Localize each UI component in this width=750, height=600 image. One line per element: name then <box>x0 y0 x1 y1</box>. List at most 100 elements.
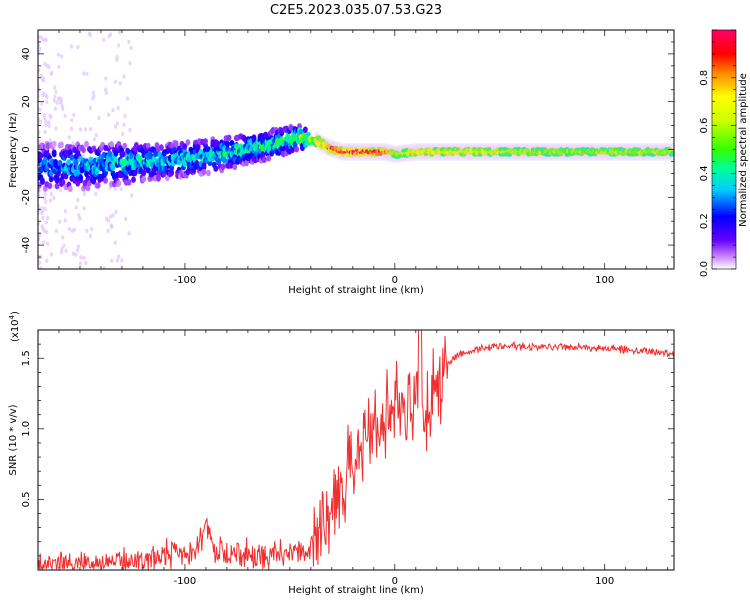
spectrogram-speckle <box>52 98 56 103</box>
spectrogram-cell <box>38 167 44 174</box>
spectrogram-speckle <box>88 105 92 111</box>
spectrogram-speckle <box>38 107 42 112</box>
spectrogram-speckle <box>42 228 46 234</box>
spectrogram-image <box>38 30 674 269</box>
spectrogram-cell <box>57 159 63 167</box>
spectrogram-y-tick-label: -20 <box>21 189 32 205</box>
spectrogram-speckle <box>79 255 83 260</box>
spectrogram-speckle <box>49 192 53 197</box>
spectrogram-speckle <box>122 74 126 79</box>
spectrogram-speckle <box>104 76 108 81</box>
spectrogram-speckle <box>108 214 112 219</box>
spectrogram-speckle <box>38 140 41 145</box>
spectrogram-cell <box>109 141 114 148</box>
spectrogram-y-tick-label: -40 <box>21 237 32 253</box>
spectrogram-speckle <box>88 233 92 239</box>
spectrogram-speckle <box>113 240 117 245</box>
spectrogram-speckle <box>116 106 120 111</box>
snr-frame <box>37 329 675 571</box>
spectrogram-speckle <box>40 224 44 229</box>
spectrogram-speckle <box>72 227 76 232</box>
spectrogram-speckle <box>61 106 65 112</box>
spectrogram-cell <box>169 169 175 176</box>
spectrogram-speckle <box>50 70 54 76</box>
spectrogram-speckle <box>71 141 75 146</box>
spectrogram-speckle <box>83 127 88 132</box>
spectrogram-y-tick-label: 40 <box>21 48 32 61</box>
spectrogram-cell <box>122 142 128 150</box>
spectrogram-speckle <box>42 113 47 118</box>
snr-y-tick-label: 1.0 <box>21 421 32 437</box>
spectrogram-cell <box>185 139 191 146</box>
colorbar-label: Normalized spectral amplitude <box>738 73 749 227</box>
spectrogram-speckle <box>44 220 49 225</box>
spectrogram-speckle <box>129 45 133 51</box>
spectrogram-speckle <box>94 191 98 196</box>
spectrogram-cell <box>107 150 113 158</box>
spectrogram-speckle <box>117 43 121 48</box>
spectrogram-speckle <box>40 101 44 106</box>
spectrogram-speckle <box>67 135 71 140</box>
spectrogram-speckle <box>53 94 57 100</box>
spectrogram-speckle <box>48 113 52 119</box>
spectrogram-speckle <box>124 216 128 222</box>
spectrogram-speckle <box>57 64 61 70</box>
spectrogram-speckle <box>44 122 48 127</box>
spectrogram-speckle <box>91 96 95 101</box>
spectrogram-speckle <box>49 252 54 257</box>
spectrogram-cell <box>306 132 311 137</box>
spectrogram-speckle <box>75 248 80 253</box>
spectrogram-halo <box>670 142 674 161</box>
spectrogram-speckle <box>127 231 131 236</box>
spectrogram-cell <box>141 169 147 177</box>
spectrogram-speckle <box>60 54 64 59</box>
spectrogram-cell <box>81 146 86 153</box>
spectrogram-y-tick-label: 20 <box>21 95 32 108</box>
spectrogram-speckle <box>84 260 88 266</box>
spectrogram-speckle <box>39 35 43 40</box>
spectrogram-cell <box>59 141 64 148</box>
spectrogram-speckle <box>52 184 56 189</box>
spectrogram-speckle <box>82 255 86 261</box>
spectrogram-cell <box>294 146 299 153</box>
spectrogram-speckle <box>110 258 114 263</box>
spectrogram-cell <box>226 134 232 141</box>
spectrogram-speckle <box>45 94 49 100</box>
spectrogram-speckle <box>69 44 74 49</box>
spectrogram-speckle <box>64 248 68 253</box>
spectrogram-speckle <box>57 96 61 102</box>
colorbar-tick-label: 0.2 <box>699 213 710 229</box>
spectrogram-speckle <box>39 266 43 269</box>
spectrogram-cell <box>126 179 132 186</box>
spectrogram-x-tick-label: -100 <box>174 275 197 286</box>
spectrogram-speckle <box>122 122 126 128</box>
spectrogram-speckle <box>76 44 80 50</box>
spectrogram-cell <box>60 179 66 186</box>
spectrogram-speckle <box>109 223 114 229</box>
spectrogram-speckle <box>119 186 123 192</box>
spectrogram-cell <box>159 144 164 151</box>
colorbar-gradient <box>712 30 736 269</box>
spectrogram-speckle <box>46 241 50 246</box>
spectrogram-cell <box>51 150 57 158</box>
spectrogram-speckle <box>69 126 74 131</box>
spectrogram-speckle <box>123 113 127 119</box>
spectrogram-cell <box>38 152 44 159</box>
spectrogram-cell <box>348 146 354 151</box>
spectrogram-cell <box>42 157 48 164</box>
spectrogram-speckle <box>56 52 61 57</box>
spectrogram-cell <box>131 176 136 183</box>
spectrogram-speckle <box>38 129 41 134</box>
spectrogram-speckle <box>46 215 50 221</box>
spectrogram-speckle <box>76 197 80 203</box>
spectrogram-speckle <box>118 30 122 35</box>
spectrogram-speckle <box>117 254 121 259</box>
spectrogram-y-tick-label: 0 <box>21 146 32 152</box>
spectrogram-speckle <box>47 123 51 129</box>
spectrogram-speckle <box>94 132 98 138</box>
spectrogram-speckle <box>130 193 134 198</box>
colorbar: 0.0 0.2 0.4 0.6 0.8 Normalized spectral ampl… <box>699 29 749 277</box>
spectrogram-speckle <box>44 199 48 205</box>
snr-y-tick-label: 1.5 <box>21 350 32 366</box>
